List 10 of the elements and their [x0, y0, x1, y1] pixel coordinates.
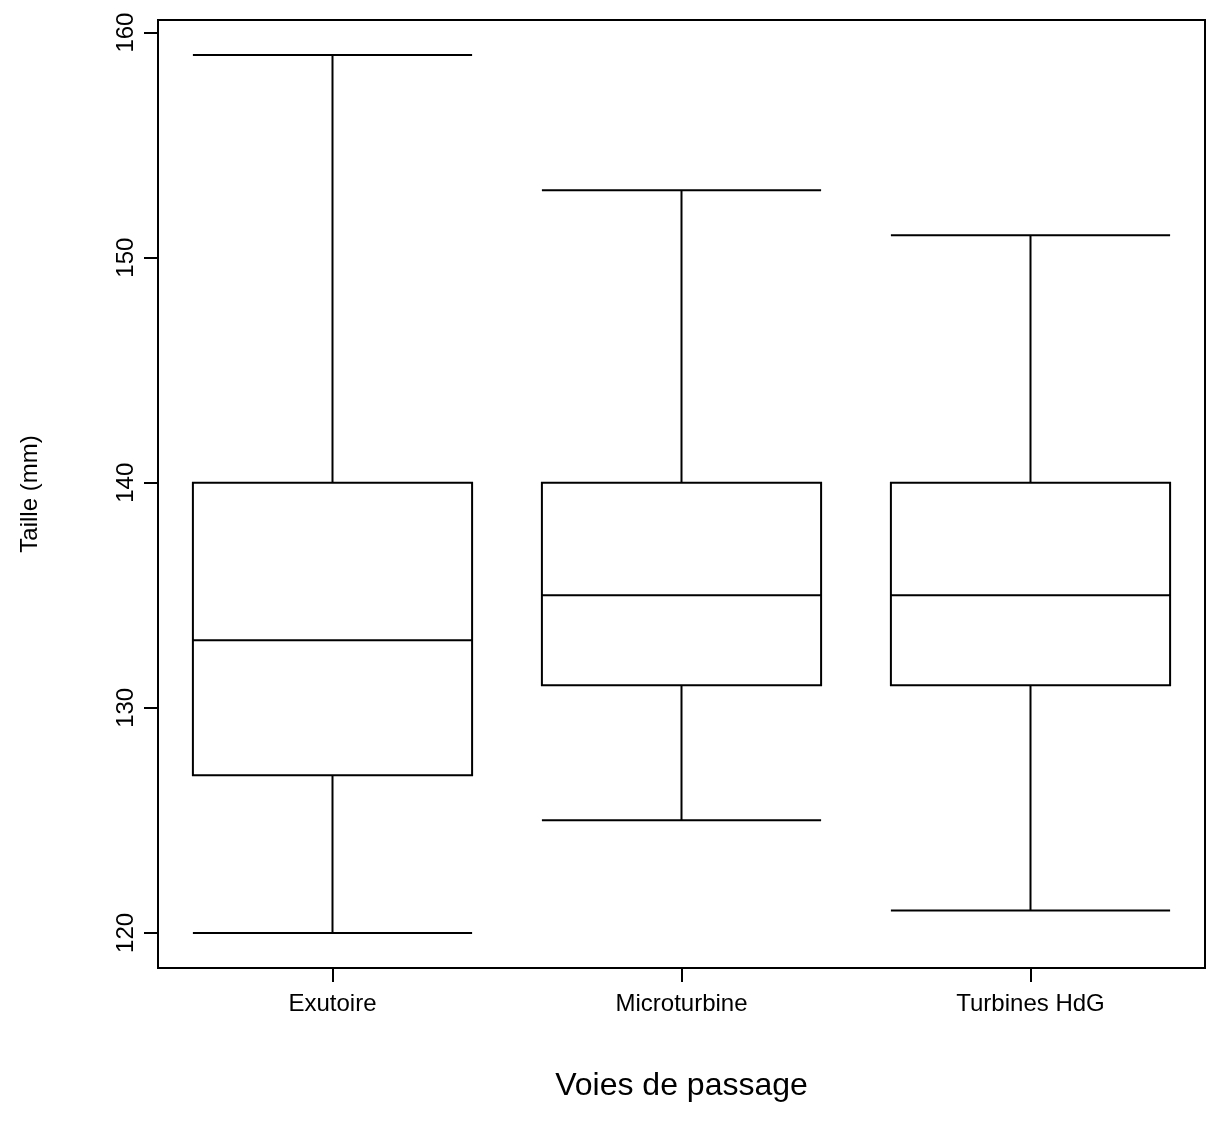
y-tick-label: 120: [110, 912, 138, 953]
x-tick-label: Microturbine: [615, 988, 748, 1016]
x-axis-title: Voies de passage: [555, 1066, 808, 1102]
x-tick-label: Turbines HdG: [956, 988, 1105, 1016]
y-tick-label: 140: [110, 462, 138, 503]
y-tick-label: 130: [110, 687, 138, 728]
x-tick-label: Exutoire: [288, 988, 377, 1016]
y-axis-title: Taille (mm): [14, 435, 42, 553]
y-tick-label: 150: [110, 237, 138, 278]
y-tick-label: 160: [110, 12, 138, 53]
